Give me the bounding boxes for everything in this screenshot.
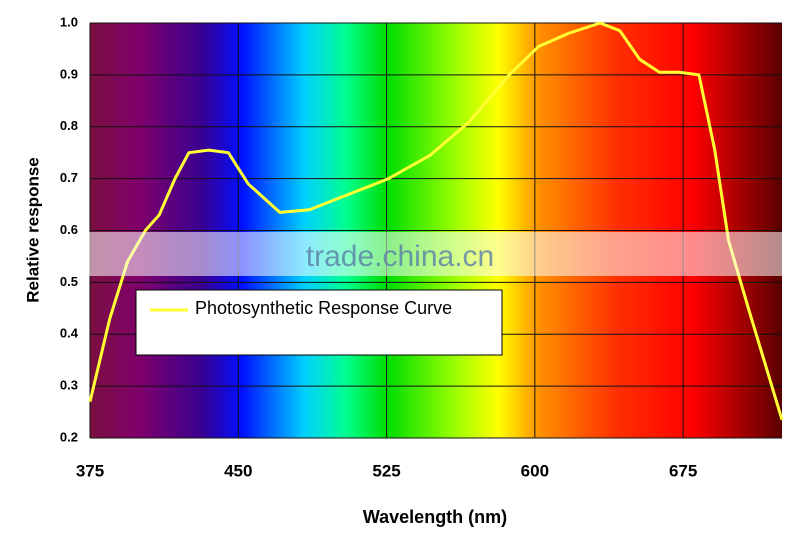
- x-tick-label: 525: [372, 461, 400, 480]
- y-tick-label: 0.6: [60, 222, 78, 237]
- y-tick-label: 0.9: [60, 66, 78, 81]
- response-curve: [88, 21, 784, 421]
- y-tick-label: 0.5: [60, 274, 78, 289]
- y-tick-label: 0.3: [60, 378, 78, 393]
- x-tick-label: 450: [224, 461, 252, 480]
- y-tick-label: 0.8: [60, 118, 78, 133]
- legend: Photosynthetic Response Curve: [195, 298, 453, 318]
- watermark-band: [20, 232, 800, 276]
- y-tick-label: 1.0: [60, 14, 78, 29]
- x-tick-label: 375: [76, 461, 104, 480]
- x-axis-label: Wavelength (nm): [363, 507, 507, 527]
- legend-box: [135, 289, 503, 356]
- x-tick-label: 675: [669, 461, 697, 480]
- watermark: trade.china.cn: [306, 240, 494, 273]
- legend-label: Photosynthetic Response Curve: [195, 298, 453, 318]
- y-tick-label: 0.4: [60, 326, 79, 341]
- x-tick-label: 600: [521, 461, 549, 480]
- y-tick-label: 0.2: [60, 429, 78, 444]
- y-axis-label: Relative response: [23, 157, 42, 303]
- y-tick-label: 0.7: [60, 170, 78, 185]
